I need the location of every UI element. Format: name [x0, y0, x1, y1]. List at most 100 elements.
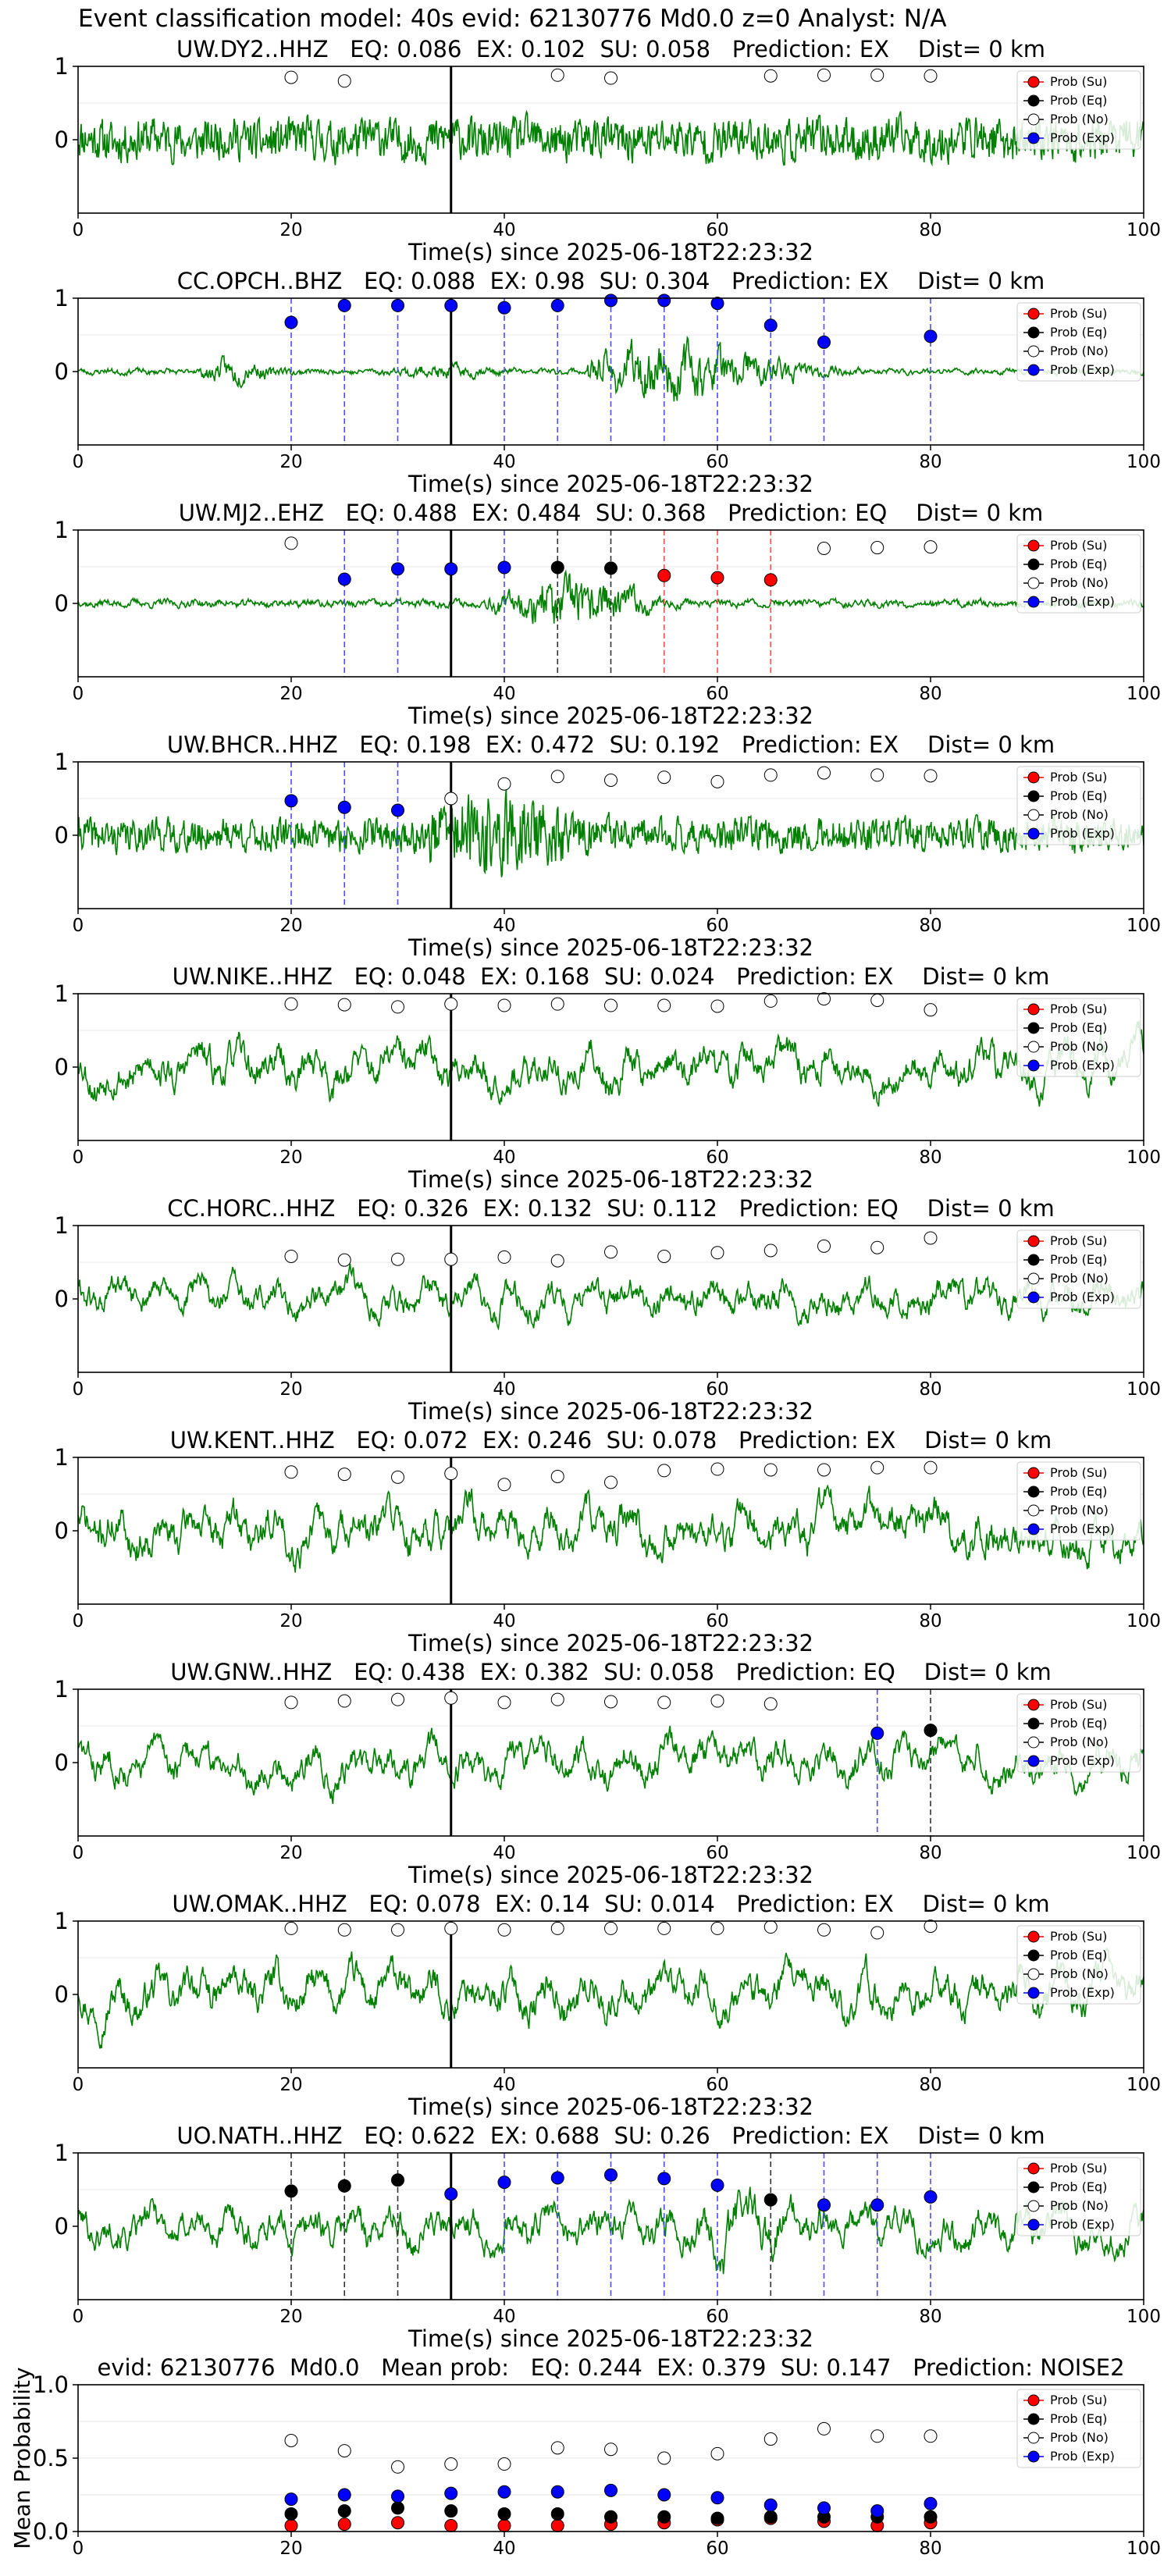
- x-axis-label: Time(s) since 2025-06-18T22:23:32: [408, 2325, 813, 2352]
- legend-label: Prob (Su): [1050, 2393, 1107, 2407]
- waveform-trace: [78, 1263, 1144, 1331]
- prob-marker-no: [284, 536, 298, 550]
- panel-6: CC.HORC..HHZ EQ: 0.326 EX: 0.132 SU: 0.1…: [55, 1195, 1161, 1425]
- prob-marker-exp: [657, 294, 671, 308]
- panel-5: UW.NIKE..HHZ EQ: 0.048 EX: 0.168 SU: 0.0…: [55, 963, 1161, 1193]
- x-axis-label: Time(s) since 2025-06-18T22:23:32: [408, 1862, 813, 1888]
- mean-marker-eq: [657, 2510, 671, 2524]
- prob-marker-no: [657, 1464, 671, 1478]
- legend-marker: [1027, 771, 1040, 784]
- prob-marker-exp: [657, 2172, 671, 2186]
- legend-marker: [1027, 1949, 1040, 1962]
- prob-marker-no: [550, 997, 564, 1011]
- legend-box: [1016, 1461, 1141, 1541]
- legend-box: [1016, 2389, 1141, 2468]
- prob-marker-no: [924, 540, 938, 554]
- mean-marker-exp: [924, 2496, 938, 2510]
- legend-label: Prob (Exp): [1050, 594, 1115, 609]
- prob-marker-no: [870, 1926, 884, 1940]
- x-tick-label: 100: [1127, 1611, 1161, 1631]
- mean-marker-su: [337, 2517, 351, 2532]
- prob-marker-no: [763, 1244, 778, 1258]
- prob-marker-no: [550, 1921, 564, 1935]
- legend-marker: [1027, 1968, 1040, 1980]
- prob-marker-exp: [444, 562, 458, 576]
- mean-marker-no: [284, 2433, 298, 2447]
- prob-marker-no: [924, 1003, 938, 1017]
- x-axis-label: Time(s) since 2025-06-18T22:23:32: [408, 471, 813, 497]
- prob-marker-no: [550, 770, 564, 784]
- legend-marker: [1027, 308, 1040, 320]
- panel-title: UW.BHCR..HHZ EQ: 0.198 EX: 0.472 SU: 0.1…: [167, 731, 1055, 758]
- legend-label: Prob (No): [1050, 2430, 1109, 2445]
- prob-marker-no: [550, 1469, 564, 1483]
- mean-marker-exp: [444, 2486, 458, 2500]
- legend-marker: [1027, 809, 1040, 821]
- y-tick-label: 0: [55, 126, 69, 153]
- legend-label: Prob (Exp): [1050, 1290, 1115, 1304]
- prob-marker-no: [710, 774, 724, 788]
- prob-marker-exp: [817, 335, 831, 349]
- x-tick-label: 0: [73, 2307, 84, 2327]
- x-tick-label: 100: [1127, 1379, 1161, 1400]
- x-tick-label: 60: [706, 1843, 728, 1863]
- x-tick-label: 60: [706, 2075, 728, 2095]
- legend-marker: [1027, 577, 1040, 589]
- panel-title: UW.KENT..HHZ EQ: 0.072 EX: 0.246 SU: 0.0…: [170, 1427, 1052, 1453]
- prob-marker-no: [444, 1921, 458, 1935]
- prob-marker-exp: [337, 800, 351, 814]
- mean-marker-eq: [710, 2511, 724, 2525]
- figure-title: Event classification model: 40s evid: 62…: [78, 5, 947, 33]
- legend-marker: [1027, 1291, 1040, 1304]
- prob-marker-no: [870, 1240, 884, 1254]
- x-tick-label: 100: [1127, 1147, 1161, 1168]
- prob-marker-no: [870, 768, 884, 782]
- mean-marker-exp: [284, 2492, 298, 2507]
- legend-box: [1016, 1925, 1141, 2005]
- mean-marker-exp: [550, 2485, 564, 2499]
- legend-label: Prob (No): [1050, 2198, 1109, 2213]
- legend-marker: [1027, 1235, 1040, 1247]
- prob-marker-exp: [924, 329, 938, 343]
- y-tick-label: 0: [55, 1517, 69, 1544]
- prob-marker-no: [550, 1692, 564, 1706]
- waveform-trace: [78, 1020, 1144, 1107]
- y-tick-label: 0.0: [33, 2518, 69, 2545]
- x-tick-label: 20: [279, 220, 302, 240]
- x-tick-label: 60: [706, 1147, 728, 1168]
- x-tick-label: 40: [493, 220, 515, 240]
- prob-marker-su: [763, 573, 778, 587]
- prob-marker-no: [710, 1462, 724, 1476]
- prob-marker-eq: [391, 2173, 404, 2187]
- mean-marker-su: [497, 2518, 511, 2532]
- legend-label: Prob (Exp): [1050, 2449, 1115, 2464]
- panel-9: UW.OMAK..HHZ EQ: 0.078 EX: 0.14 SU: 0.01…: [55, 1891, 1161, 2120]
- prob-marker-eq: [284, 2184, 298, 2198]
- x-tick-label: 40: [493, 2075, 515, 2095]
- legend-marker: [1027, 2413, 1040, 2425]
- mean-marker-exp: [763, 2498, 778, 2512]
- mean-marker-exp: [497, 2485, 511, 2499]
- prob-marker-exp: [337, 298, 351, 312]
- x-tick-label: 60: [706, 916, 728, 936]
- y-tick-label: 1: [55, 749, 69, 775]
- legend-marker: [1027, 1254, 1040, 1266]
- legend-marker: [1027, 1755, 1040, 1767]
- x-tick-label: 80: [919, 1843, 941, 1863]
- mean-marker-exp: [391, 2489, 404, 2503]
- mean-marker-eq: [391, 2501, 404, 2515]
- prob-marker-no: [604, 1475, 618, 1489]
- legend-label: Prob (No): [1050, 112, 1109, 126]
- x-tick-label: 100: [1127, 220, 1161, 240]
- waveform-trace: [78, 1725, 1144, 1805]
- mean-marker-no: [657, 2451, 671, 2465]
- legend-marker: [1027, 364, 1040, 376]
- legend-box: [1016, 70, 1141, 150]
- prob-marker-su: [657, 568, 671, 582]
- x-tick-label: 0: [73, 452, 84, 472]
- x-tick-label: 60: [706, 2539, 728, 2559]
- prob-marker-no: [284, 1695, 298, 1710]
- legend-marker: [1027, 1930, 1040, 1943]
- prob-marker-no: [817, 1923, 831, 1937]
- x-tick-label: 100: [1127, 2307, 1161, 2327]
